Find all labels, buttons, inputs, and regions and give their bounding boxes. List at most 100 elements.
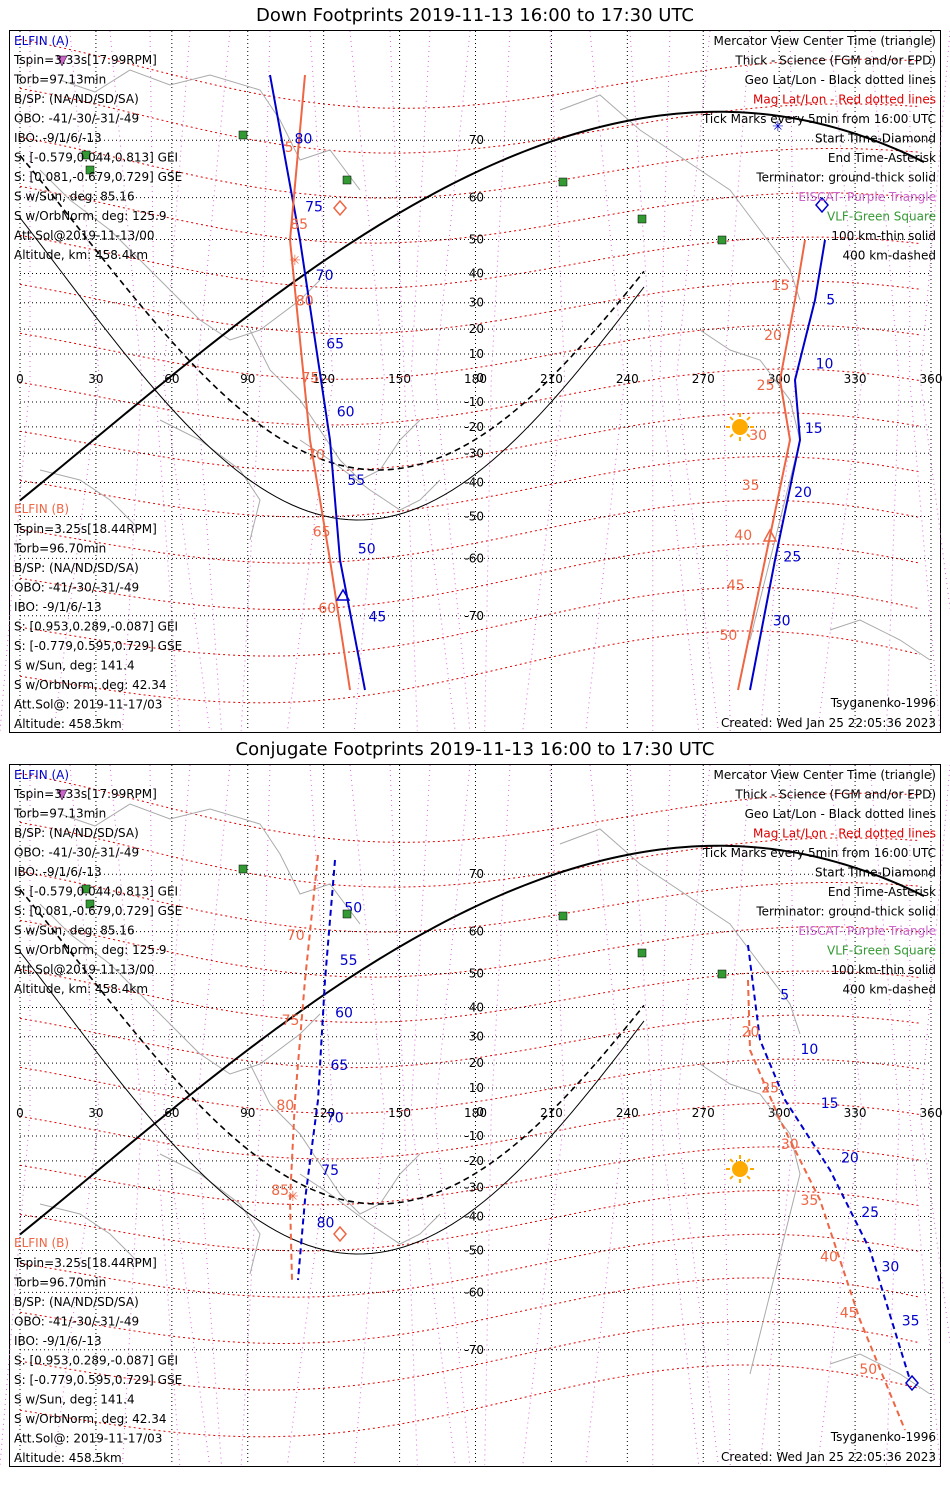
mag-lat-line: [19, 234, 921, 289]
mag-lat-line: [19, 185, 921, 244]
lon-tick-label: 180: [464, 372, 487, 386]
vlf-square-icon: [238, 864, 248, 874]
elfin-b-info: Torb=96.70min: [13, 542, 106, 556]
elfin-b-info: Altitude: 458.5km: [14, 717, 122, 731]
mag-lon-line: [286, 30, 334, 732]
legend-item: Geo Lat/Lon - Black dotted lines: [745, 807, 936, 821]
lon-tick-label: 0: [16, 372, 24, 386]
mag-lon-line: [410, 764, 456, 1466]
coastline: [39, 903, 321, 1075]
elfin-b-info: Att.Sol@: 2019-11-17/03: [14, 1432, 162, 1446]
lat-tick-label: 50: [469, 967, 484, 981]
coastline: [699, 1063, 801, 1375]
elfin-a-info: S w/OrbNorm, deg: 125.9: [14, 943, 166, 957]
b-track-tick-red: 85: [271, 1183, 289, 1199]
lon-tick-label: 300: [768, 1106, 791, 1120]
a-track-tick: 10: [801, 1042, 819, 1058]
elfin-b-red-track: [288, 74, 351, 691]
created-label: Created: Wed Jan 25 22:05:36 2023: [721, 1450, 936, 1464]
b-track-tick-red: 80: [276, 1098, 294, 1114]
lat-tick-label: 70: [469, 867, 484, 881]
elfin-b-info: Altitude: 458.5km: [14, 1451, 122, 1465]
elfin-a-info: Att.Sol@2019-11-13/00: [14, 229, 155, 243]
sun-ray: [746, 1158, 751, 1163]
legend-item: End Time-Asterisk: [828, 151, 936, 165]
legend-item: EISCAT- Purple Triangle: [798, 924, 936, 938]
elfin-a-info: Altitude, km: 458.4km: [14, 248, 148, 262]
legend-item: VLF-Green Square: [827, 210, 936, 224]
sun-ray: [746, 433, 751, 438]
a-track-tick-red: 30: [781, 1137, 799, 1153]
lat-tick-label: 10: [469, 1081, 484, 1095]
lat-tick-label: -50: [464, 1243, 484, 1257]
elfin-b-info: Torb=96.70min: [13, 1276, 106, 1290]
legend-item: Tick Marks every 5min from 16:00 UTC: [702, 112, 936, 126]
mag-lat-line: [19, 543, 921, 611]
b-track-tick: 55: [340, 953, 358, 969]
a-track-tick-red: 35: [801, 1193, 819, 1209]
b-track-tick: 70: [326, 1111, 344, 1127]
coastline: [249, 329, 421, 481]
elfin-b-info: OBO: -41/-30/-31/-49: [14, 581, 139, 595]
lat-tick-label: -60: [464, 1285, 484, 1299]
mag-lon-line: [869, 30, 900, 732]
elfin-b-info: S w/Sun, deg: 141.4: [14, 659, 135, 673]
lon-tick-label: 270: [692, 372, 715, 386]
mag-lon-line: [163, 764, 211, 1466]
vlf-square-icon: [717, 235, 727, 245]
lat-tick-label: -10: [464, 395, 484, 409]
end-asterisk-icon: ✳: [772, 119, 784, 135]
mag-lon-line: [349, 764, 386, 1466]
a-track-tick-red: 25: [761, 1081, 779, 1097]
mag-lon-line: [109, 30, 143, 732]
elfin-a-blue-track: [747, 944, 911, 1381]
coastline: [559, 828, 801, 1035]
sun-ray: [729, 1158, 734, 1163]
legend-item: End Time-Asterisk: [828, 885, 936, 899]
vlf-square-icon: [558, 911, 568, 921]
mag-lat-line: [19, 919, 921, 978]
elfin-b-info: IBO: -9/1/6/-13: [14, 1334, 102, 1348]
legend-item: Thick - Science (FGM and/or EPD): [734, 54, 936, 68]
b-track-tick: 55: [347, 473, 365, 489]
b-track-tick: 75: [321, 1163, 339, 1179]
sun-icon: [732, 419, 748, 435]
terminator-100km: [19, 951, 645, 1255]
elfin-a-info: B/SP: (NA/ND/SD/SA): [14, 92, 139, 106]
elfin-b-info: S w/OrbNorm, deg: 42.34: [14, 678, 166, 692]
b-track-tick-red: 65: [313, 524, 331, 540]
elfin-b-info: S: [0.953,0.289,-0.087] GEI: [14, 1354, 178, 1368]
b-track-tick: 80: [317, 1216, 335, 1232]
a-track-tick: 20: [841, 1151, 859, 1167]
a-track-tick: 10: [816, 357, 834, 373]
mag-lat-line: [19, 38, 921, 109]
sun-ray: [729, 416, 734, 421]
conjugate-footprints-panel: 0 30 60 90 120 150 180 210 240 270 300 330 360706050…: [0, 764, 950, 1466]
a-track-tick-red: 20: [764, 328, 782, 344]
mag-lat-line: [19, 870, 921, 933]
mag-lat-line: [19, 821, 921, 888]
a-track-tick-red: 40: [820, 1249, 838, 1265]
lat-tick-label: -50: [464, 509, 484, 523]
vlf-square-icon: [342, 175, 352, 185]
legend-item: 100 km-thin solid: [831, 963, 936, 977]
lat-tick-label: -30: [464, 1180, 484, 1194]
vlf-square-icon: [238, 130, 248, 140]
elfin-b-info: S w/Sun, deg: 141.4: [14, 1393, 135, 1407]
b-track-tick: 80: [295, 131, 313, 147]
vlf-square-icon: [342, 909, 352, 919]
mag-lon-line: [53, 764, 100, 1466]
eiscat-triangle-icon: [56, 55, 68, 67]
mag-lon-line: [675, 764, 719, 1466]
b-track-tick: 45: [368, 610, 386, 626]
vlf-square-icon: [558, 177, 568, 187]
legend-item: Mercator View Center Time (triangle): [714, 768, 936, 782]
lon-tick-label: 180: [464, 1106, 487, 1120]
lon-tick-label: 60: [164, 1106, 179, 1120]
legend-item: Terminator: ground-thick solid: [755, 905, 936, 919]
mag-lon-line: [723, 764, 751, 1466]
a-track-tick-red: 20: [742, 1024, 760, 1040]
coastline: [159, 419, 261, 541]
elfin-b-blue-track: [297, 859, 336, 1281]
mag-lon-line: [434, 30, 471, 732]
